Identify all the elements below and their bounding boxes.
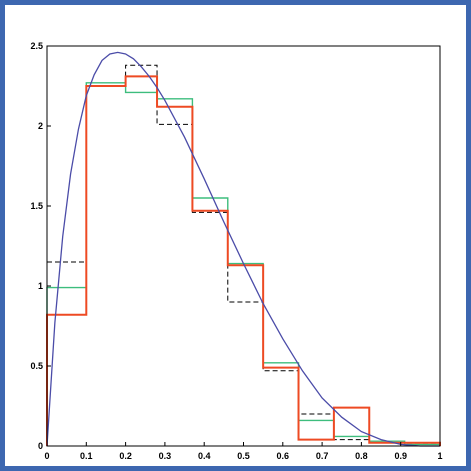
histogram-red [46, 75, 441, 446]
x-tick-label: 1 [437, 451, 442, 461]
chart-marks [46, 51, 441, 447]
x-tick-label: 0.2 [119, 451, 132, 461]
x-tick-label: 0 [44, 451, 49, 461]
x-tick-label: 0.9 [394, 451, 407, 461]
y-tick-label: 0 [38, 441, 43, 451]
axes-box [46, 45, 441, 447]
histogram-green [46, 82, 441, 446]
chart-plot: 0 0.1 0.2 0.3 0.4 0.5 0.6 0.7 0.8 0.9 1 0 0.5 1 1.5 2 2.… [30, 41, 442, 461]
histogram-black-dashed [46, 64, 441, 446]
chart-axes [46, 45, 441, 447]
y-tick-label: 1 [38, 281, 43, 291]
x-tick-label: 0.6 [277, 451, 290, 461]
y-tick-label: 0.5 [30, 361, 43, 371]
x-tick-label: 0.3 [159, 451, 172, 461]
x-tick-label: 0.4 [198, 451, 211, 461]
x-tick-label: 0.7 [316, 451, 329, 461]
x-tick-label: 0.8 [355, 451, 368, 461]
x-tick-label: 0.1 [80, 451, 93, 461]
y-tick-label: 1.5 [30, 201, 43, 211]
density-curve [46, 51, 440, 447]
y-tick-label: 2.5 [30, 41, 43, 51]
y-tick-label: 2 [38, 121, 43, 131]
chart-tick-labels: 0 0.1 0.2 0.3 0.4 0.5 0.6 0.7 0.8 0.9 1 0 0.5 1 1.5 2 2.… [30, 41, 442, 461]
x-tick-label: 0.5 [237, 451, 250, 461]
